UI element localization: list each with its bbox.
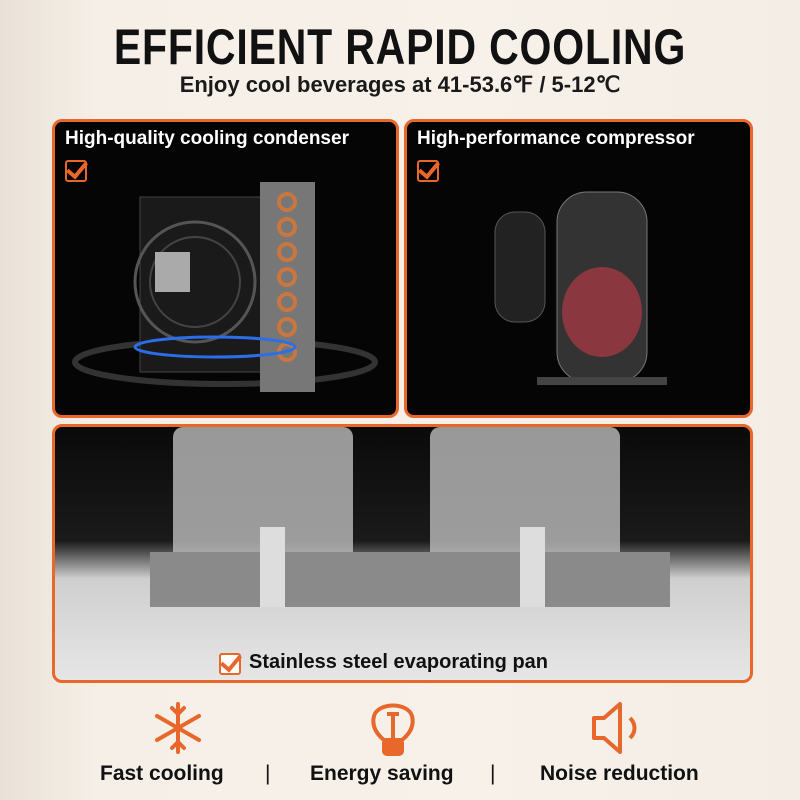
subtitle: Enjoy cool beverages at 41-53.6℉ / 5-12℃ (179, 72, 621, 97)
feature-label: Noise reduction (540, 762, 699, 785)
panel-title: High-quality cooling condenser (65, 128, 349, 149)
separator: | (265, 762, 271, 785)
feature-label: Fast cooling (100, 762, 224, 785)
evaporating-pan-panel: Stainless steel evaporating pan (52, 424, 753, 683)
panel-title: Stainless steel evaporating pan (249, 651, 548, 673)
panel-title: High-performance compressor (417, 128, 695, 149)
feature-fast-cooling (150, 700, 206, 756)
separator: | (490, 762, 496, 785)
page-title: EFFICIENT RAPID COOLING (113, 19, 687, 75)
condenser-image (72, 182, 378, 392)
checkbox-check-icon (65, 160, 87, 182)
lightbulb-icon (371, 703, 415, 756)
dispenser-image (150, 427, 670, 607)
feature-noise-reduction (590, 700, 642, 756)
snowflake-icon (155, 702, 201, 754)
feature-energy-saving (370, 700, 416, 762)
condenser-panel: High-quality cooling condenser (52, 119, 399, 418)
checkbox-check-icon (417, 160, 439, 182)
compressor-image (494, 191, 667, 385)
checkbox-check-icon (219, 653, 241, 675)
compressor-panel: High-performance compressor (404, 119, 753, 418)
feature-label: Energy saving (310, 762, 454, 785)
speaker-icon (592, 702, 637, 754)
